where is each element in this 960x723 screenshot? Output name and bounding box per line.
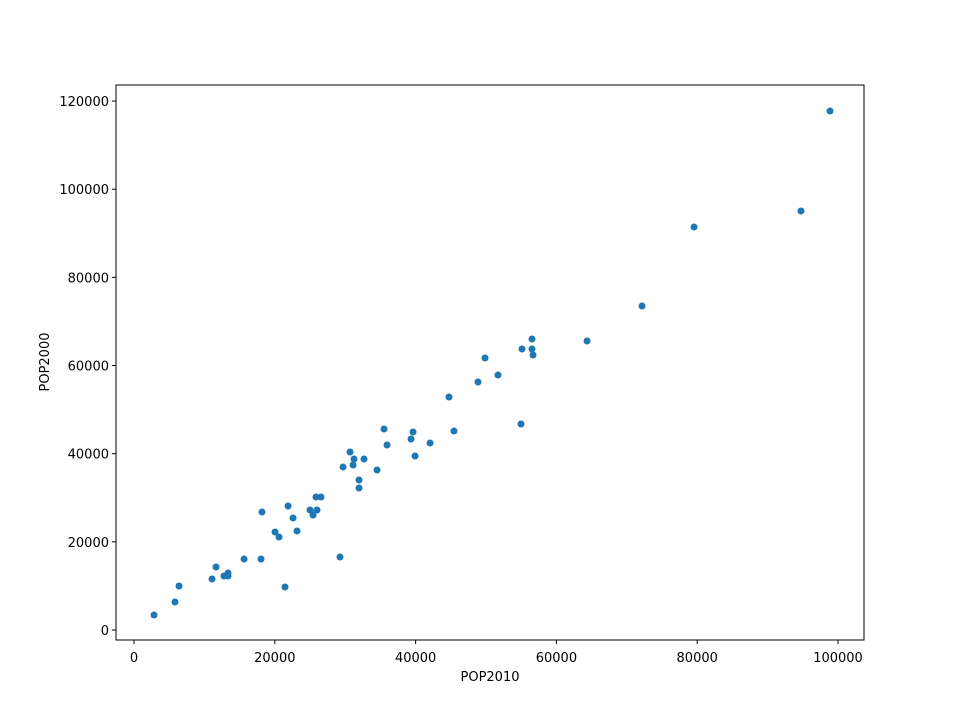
point [638,302,646,310]
point [690,223,698,231]
point [383,441,391,449]
point [355,484,363,492]
x-axis-label: POP2010 [461,670,520,685]
point [281,583,289,591]
y-axis-label: POP2000 [38,333,53,392]
point [407,435,415,443]
point [346,448,354,456]
point [175,582,183,590]
point [445,393,453,401]
point [336,553,344,561]
point [275,533,283,541]
point [309,511,317,519]
point [289,514,297,522]
point [350,455,358,463]
x-tick-label: 20000 [254,651,295,666]
point [797,207,805,215]
y-tick-label: 0 [101,624,109,639]
point [583,337,591,345]
point [517,420,525,428]
point [450,427,458,435]
point [150,611,158,619]
point [426,439,434,447]
point [313,506,321,514]
point [360,455,368,463]
point [339,463,347,471]
point [529,351,537,359]
point [474,378,482,386]
point [212,563,220,571]
point [409,428,417,436]
point [380,425,388,433]
y-tick-label: 120000 [59,95,109,110]
point [284,502,292,510]
y-tick-label: 60000 [68,360,109,375]
point [826,107,834,115]
point [528,345,536,353]
point [312,493,320,501]
point [257,555,265,563]
x-tick-label: 100000 [813,651,863,666]
y-tick-label: 100000 [59,183,109,198]
point [317,493,325,501]
point [355,476,363,484]
point [258,508,266,516]
point [293,527,301,535]
point [494,371,502,379]
point [240,555,248,563]
y-tick-label: 40000 [68,448,109,463]
point [481,354,489,362]
plot-frame [115,84,865,641]
point [271,528,279,536]
y-tick-label: 20000 [68,536,109,551]
point [224,572,232,580]
x-tick-label: 0 [130,651,138,666]
point [411,452,419,460]
x-tick-label: 40000 [395,651,436,666]
y-tick-label: 80000 [68,271,109,286]
point [373,466,381,474]
point [171,598,179,606]
x-tick-label: 80000 [677,651,718,666]
point [208,575,216,583]
point [349,461,357,469]
x-tick-label: 60000 [536,651,577,666]
point [518,345,526,353]
point [528,335,536,343]
